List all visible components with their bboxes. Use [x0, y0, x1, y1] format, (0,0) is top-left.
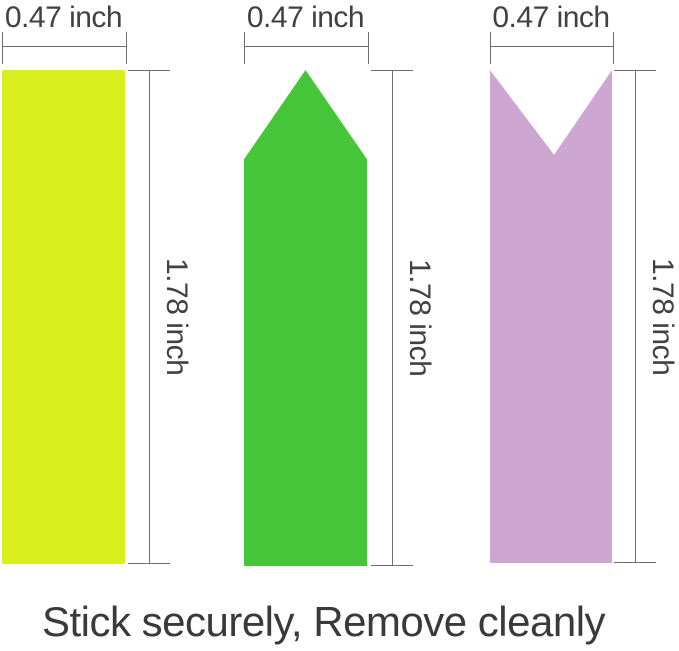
tab-unit-arrow: 0.47 inch 1.78 inch: [244, 0, 454, 651]
height-dimension-label: 1.78 inch: [160, 258, 193, 376]
height-dimension-label: 1.78 inch: [403, 259, 436, 377]
tab-unit-v-notch: 0.47 inch 1.78 inch: [490, 0, 679, 651]
width-dimension-label: 0.47 inch: [246, 1, 365, 34]
height-dimension-line: [371, 70, 413, 566]
width-dimension-line: [244, 32, 369, 64]
dimension-tick: [371, 565, 413, 566]
width-dimension-label: 0.47 inch: [4, 1, 123, 34]
dimension-line: [392, 70, 393, 566]
width-dimension-line: [490, 32, 614, 64]
dimension-line: [635, 70, 636, 563]
v-notch-tab-swatch: [490, 70, 612, 563]
width-dimension-line: [2, 32, 127, 64]
height-dimension-label: 1.78 inch: [646, 257, 679, 376]
dimension-tick: [128, 563, 170, 564]
dimension-line: [149, 70, 150, 564]
tab-unit-rectangle: 0.47 inch 1.78 inch: [2, 0, 212, 651]
arrow-tab-swatch: [244, 70, 367, 566]
height-dimension-line: [614, 70, 656, 563]
height-dimension-line: [128, 70, 170, 564]
width-dimension-label: 0.47 inch: [492, 1, 610, 34]
rectangle-tab-swatch: [2, 70, 125, 564]
product-caption: Stick securely, Remove cleanly: [41, 598, 606, 645]
dimension-tick: [614, 562, 656, 563]
